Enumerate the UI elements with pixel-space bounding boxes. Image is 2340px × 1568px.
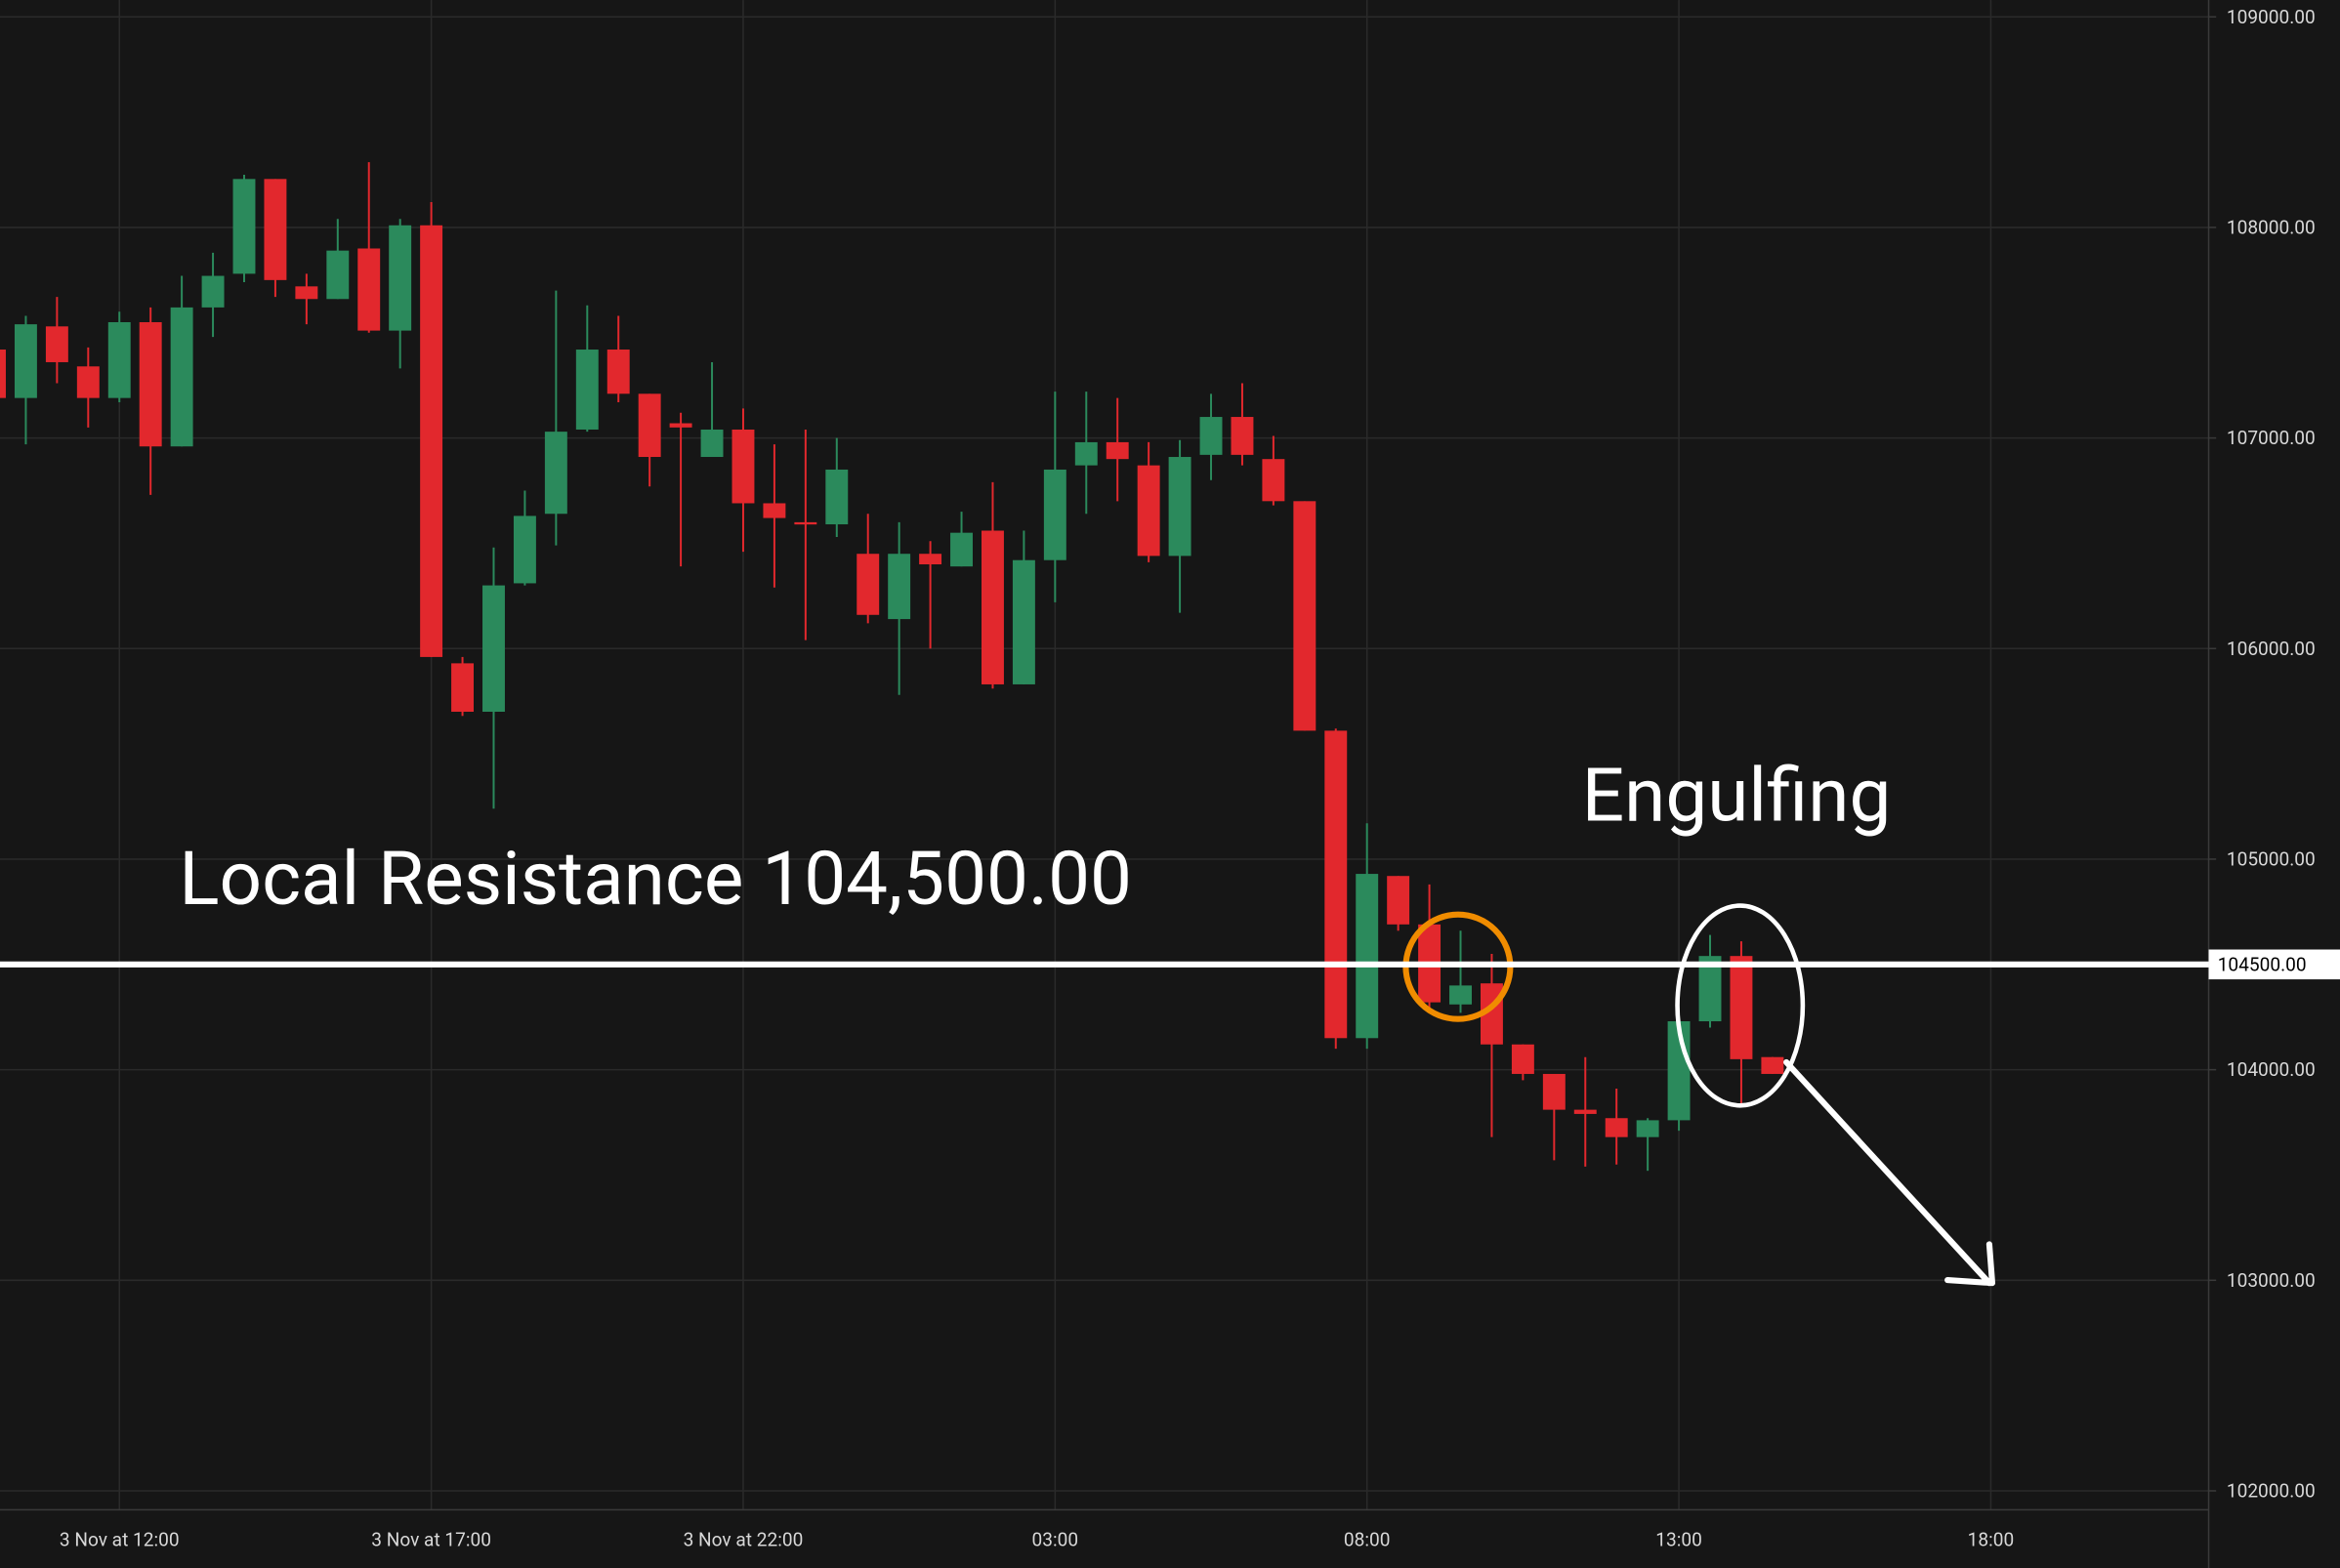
y-tick-label: 106000.00 bbox=[2227, 638, 2316, 660]
candle-body bbox=[669, 423, 692, 428]
candle-body bbox=[1231, 417, 1254, 455]
candle-body bbox=[731, 429, 755, 504]
candle-body bbox=[326, 250, 350, 300]
y-tick-label: 104000.00 bbox=[2227, 1058, 2316, 1081]
candle-body bbox=[482, 585, 505, 712]
candle-body bbox=[919, 554, 942, 565]
y-tick-label: 107000.00 bbox=[2227, 427, 2316, 449]
resistance-annotation: Local Resistance 104,500.00 bbox=[179, 835, 1132, 923]
candle-body bbox=[575, 350, 599, 430]
candle-body bbox=[1168, 457, 1191, 557]
candle-body bbox=[389, 225, 412, 331]
arrow bbox=[1783, 1058, 1996, 1287]
candle-body bbox=[264, 179, 287, 280]
candle-body bbox=[1730, 956, 1753, 1059]
candle-body bbox=[982, 530, 1004, 684]
candle-body bbox=[451, 663, 475, 712]
candle-body bbox=[1698, 956, 1722, 1022]
candle-body bbox=[606, 350, 630, 394]
candle-body bbox=[1324, 730, 1348, 1039]
pattern-annotation: Engulfing bbox=[1582, 751, 1892, 839]
candle-body bbox=[1761, 1056, 1784, 1074]
candle-body bbox=[1511, 1044, 1534, 1074]
candle-body bbox=[1449, 985, 1472, 1005]
axis-labels: 102000.00 103000.00 104000.00 105000.00 1060… bbox=[60, 6, 2316, 1551]
highlight-ellipse bbox=[1675, 903, 1806, 1108]
candle-body bbox=[1356, 874, 1379, 1039]
candle-body bbox=[1542, 1073, 1566, 1110]
candle-body bbox=[1074, 441, 1098, 466]
candle-body bbox=[544, 432, 567, 515]
candle-body bbox=[170, 307, 193, 447]
candle-body bbox=[1605, 1118, 1628, 1137]
candle-body bbox=[201, 275, 225, 308]
candle-body bbox=[1199, 417, 1223, 455]
x-tick-label: 3 Nov at 22:00 bbox=[684, 1528, 804, 1550]
y-tick-label: 109000.00 bbox=[2227, 6, 2316, 28]
candle-body bbox=[794, 521, 817, 525]
candle-body bbox=[357, 248, 381, 331]
y-tick-label: 105000.00 bbox=[2227, 847, 2316, 870]
y-tick-label: 103000.00 bbox=[2227, 1269, 2316, 1292]
x-tick-label: 13:00 bbox=[1655, 1528, 1702, 1550]
candle-body bbox=[1106, 441, 1129, 460]
x-tick-label: 08:00 bbox=[1344, 1528, 1391, 1550]
y-tick-label: 102000.00 bbox=[2227, 1479, 2316, 1502]
candle-body bbox=[1043, 469, 1066, 560]
candle-body bbox=[1012, 559, 1035, 684]
annotations: Local Resistance 104,500.00 Engulfing 10… bbox=[0, 751, 2340, 1287]
x-tick-label: 03:00 bbox=[1032, 1528, 1079, 1550]
x-tick-label: 18:00 bbox=[1968, 1528, 2015, 1550]
candle-body bbox=[295, 286, 318, 300]
candle-body bbox=[638, 393, 661, 458]
candle-body bbox=[513, 516, 536, 584]
candle-body bbox=[1137, 465, 1160, 557]
x-tick-label: 3 Nov at 17:00 bbox=[371, 1528, 491, 1550]
candle-body bbox=[1293, 501, 1316, 731]
candle-body bbox=[825, 469, 849, 525]
candle-body bbox=[45, 326, 68, 362]
candle-body bbox=[76, 366, 100, 398]
resistance-label: 104500.00 bbox=[2218, 953, 2307, 975]
candle-body bbox=[857, 554, 880, 615]
candle-body bbox=[420, 225, 443, 657]
y-tick-label: 108000.00 bbox=[2227, 216, 2316, 238]
resistance-label-box bbox=[2208, 949, 2340, 980]
candle-body bbox=[232, 179, 256, 274]
candle-body bbox=[700, 429, 724, 458]
candles bbox=[0, 162, 1784, 1172]
candle-body bbox=[1636, 1120, 1659, 1137]
x-tick-label: 3 Nov at 12:00 bbox=[60, 1528, 180, 1550]
candle-body bbox=[107, 321, 131, 398]
candle-body bbox=[950, 532, 973, 567]
candle-body bbox=[888, 554, 911, 620]
grid bbox=[0, 0, 2209, 1510]
candle-body bbox=[763, 503, 786, 518]
candle-body bbox=[1387, 876, 1410, 925]
candle-body bbox=[1262, 459, 1285, 502]
candle-body bbox=[139, 321, 162, 447]
candle-body bbox=[1573, 1109, 1597, 1114]
candle-body bbox=[0, 350, 6, 398]
candle-body bbox=[14, 324, 37, 398]
